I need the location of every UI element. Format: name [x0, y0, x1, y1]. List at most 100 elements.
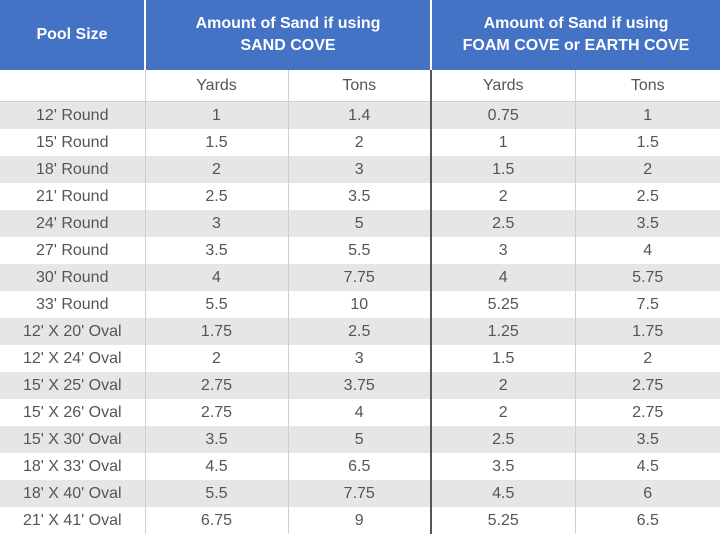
table-row: 18' Round 2 3 1.5 2 — [0, 156, 720, 183]
pool-size-cell: 18' X 40' Oval — [0, 480, 146, 507]
pool-size-cell: 15' X 26' Oval — [0, 399, 146, 426]
pool-size-cell: 15' X 25' Oval — [0, 372, 146, 399]
pool-size-cell: 12' X 24' Oval — [0, 345, 146, 372]
sand-tons-header: Tons — [287, 70, 431, 102]
sand-yards-cell: 3.5 — [145, 237, 288, 264]
sand-tons-cell: 4 — [287, 399, 431, 426]
table-row: 33' Round 5.5 10 5.25 7.5 — [0, 291, 720, 318]
foam-tons-header: Tons — [574, 70, 720, 102]
table-row: 21' X 41' Oval 6.75 9 5.25 6.5 — [0, 507, 720, 534]
sand-yards-header: Yards — [145, 70, 288, 102]
pool-size-cell: 21' X 41' Oval — [0, 507, 146, 534]
foam-tons-cell: 3.5 — [574, 210, 720, 237]
sand-yards-cell: 2.75 — [145, 372, 288, 399]
sand-yards-cell: 6.75 — [145, 507, 288, 534]
sand-yards-cell: 2.5 — [145, 183, 288, 210]
subheader-row: Yards Tons Yards Tons — [0, 70, 720, 102]
table-row: 15' X 30' Oval 3.5 5 2.5 3.5 — [0, 426, 720, 453]
table-row: 18' X 33' Oval 4.5 6.5 3.5 4.5 — [0, 453, 720, 480]
pool-size-cell: 30' Round — [0, 264, 146, 291]
subheader-empty-cell — [0, 70, 146, 102]
foam-yards-cell: 4 — [430, 264, 575, 291]
sand-cove-header-line1: Amount of Sand if using — [195, 15, 381, 32]
table-row: 12' X 20' Oval 1.75 2.5 1.25 1.75 — [0, 318, 720, 345]
sand-yards-cell: 3 — [145, 210, 288, 237]
foam-tons-cell: 1 — [574, 101, 720, 129]
sand-cove-header-line2: SAND COVE — [240, 37, 336, 54]
foam-cove-header-line1: Amount of Sand if using — [483, 15, 669, 32]
foam-yards-cell: 2 — [430, 399, 575, 426]
foam-yards-cell: 0.75 — [430, 101, 575, 129]
foam-cove-header: Amount of Sand if using FOAM COVE or EAR… — [431, 0, 720, 70]
pool-size-cell: 27' Round — [0, 237, 146, 264]
sand-tons-cell: 1.4 — [287, 101, 431, 129]
table-row: 24' Round 3 5 2.5 3.5 — [0, 210, 720, 237]
foam-yards-cell: 1.5 — [430, 156, 575, 183]
sand-tons-cell: 3.5 — [287, 183, 431, 210]
pool-size-cell: 15' Round — [0, 129, 146, 156]
table-row: 27' Round 3.5 5.5 3 4 — [0, 237, 720, 264]
table-row: 15' X 25' Oval 2.75 3.75 2 2.75 — [0, 372, 720, 399]
foam-tons-cell: 2.5 — [574, 183, 720, 210]
foam-tons-cell: 4 — [574, 237, 720, 264]
table-row: 30' Round 4 7.75 4 5.75 — [0, 264, 720, 291]
sand-tons-cell: 10 — [287, 291, 431, 318]
foam-tons-cell: 3.5 — [574, 426, 720, 453]
table-row: 12' X 24' Oval 2 3 1.5 2 — [0, 345, 720, 372]
foam-yards-cell: 2 — [430, 183, 575, 210]
pool-size-cell: 15' X 30' Oval — [0, 426, 146, 453]
sand-yards-cell: 1.75 — [145, 318, 288, 345]
foam-tons-cell: 7.5 — [574, 291, 720, 318]
pool-size-cell: 18' X 33' Oval — [0, 453, 146, 480]
sand-tons-cell: 3.75 — [287, 372, 431, 399]
sand-tons-cell: 2.5 — [287, 318, 431, 345]
sand-yards-cell: 4.5 — [145, 453, 288, 480]
foam-tons-cell: 2 — [574, 156, 720, 183]
foam-yards-cell: 2.5 — [430, 426, 575, 453]
foam-tons-cell: 2.75 — [574, 372, 720, 399]
sand-yards-cell: 3.5 — [145, 426, 288, 453]
foam-yards-cell: 4.5 — [430, 480, 575, 507]
pool-size-header-label: Pool Size — [36, 26, 108, 43]
sand-tons-cell: 3 — [287, 345, 431, 372]
foam-tons-cell: 5.75 — [574, 264, 720, 291]
sand-cove-header: Amount of Sand if using SAND COVE — [145, 0, 432, 70]
sand-yards-cell: 5.5 — [145, 480, 288, 507]
sand-yards-cell: 5.5 — [145, 291, 288, 318]
foam-yards-cell: 5.25 — [430, 507, 575, 534]
sand-tons-cell: 7.75 — [287, 264, 431, 291]
sand-tons-cell: 7.75 — [287, 480, 431, 507]
sand-yards-cell: 4 — [145, 264, 288, 291]
sand-yards-cell: 1 — [145, 101, 288, 129]
header-row: Pool Size Amount of Sand if using SAND C… — [0, 0, 720, 70]
pool-size-cell: 33' Round — [0, 291, 146, 318]
foam-yards-cell: 3.5 — [430, 453, 575, 480]
foam-yards-cell: 3 — [430, 237, 575, 264]
foam-yards-cell: 2 — [430, 372, 575, 399]
foam-tons-cell: 2.75 — [574, 399, 720, 426]
sand-tons-cell: 5 — [287, 210, 431, 237]
table-row: 12' Round 1 1.4 0.75 1 — [0, 101, 720, 129]
sand-yards-cell: 2 — [145, 156, 288, 183]
sand-yards-cell: 2 — [145, 345, 288, 372]
foam-tons-cell: 1.5 — [574, 129, 720, 156]
sand-tons-cell: 5 — [287, 426, 431, 453]
sand-tons-cell: 6.5 — [287, 453, 431, 480]
table-row: 18' X 40' Oval 5.5 7.75 4.5 6 — [0, 480, 720, 507]
pool-size-cell: 18' Round — [0, 156, 146, 183]
foam-tons-cell: 4.5 — [574, 453, 720, 480]
foam-yards-cell: 5.25 — [430, 291, 575, 318]
table-row: 15' Round 1.5 2 1 1.5 — [0, 129, 720, 156]
foam-yards-header: Yards — [430, 70, 575, 102]
foam-yards-cell: 1.25 — [430, 318, 575, 345]
foam-yards-cell: 1 — [430, 129, 575, 156]
sand-yards-cell: 2.75 — [145, 399, 288, 426]
foam-yards-cell: 2.5 — [430, 210, 575, 237]
pool-size-cell: 21' Round — [0, 183, 146, 210]
foam-tons-cell: 1.75 — [574, 318, 720, 345]
sand-amount-table: Pool Size Amount of Sand if using SAND C… — [0, 0, 720, 534]
foam-cove-header-line2: FOAM COVE or EARTH COVE — [462, 37, 690, 54]
table-body: 12' Round 1 1.4 0.75 1 15' Round 1.5 2 1 1.5 18' R… — [0, 101, 720, 534]
sand-tons-cell: 5.5 — [287, 237, 431, 264]
